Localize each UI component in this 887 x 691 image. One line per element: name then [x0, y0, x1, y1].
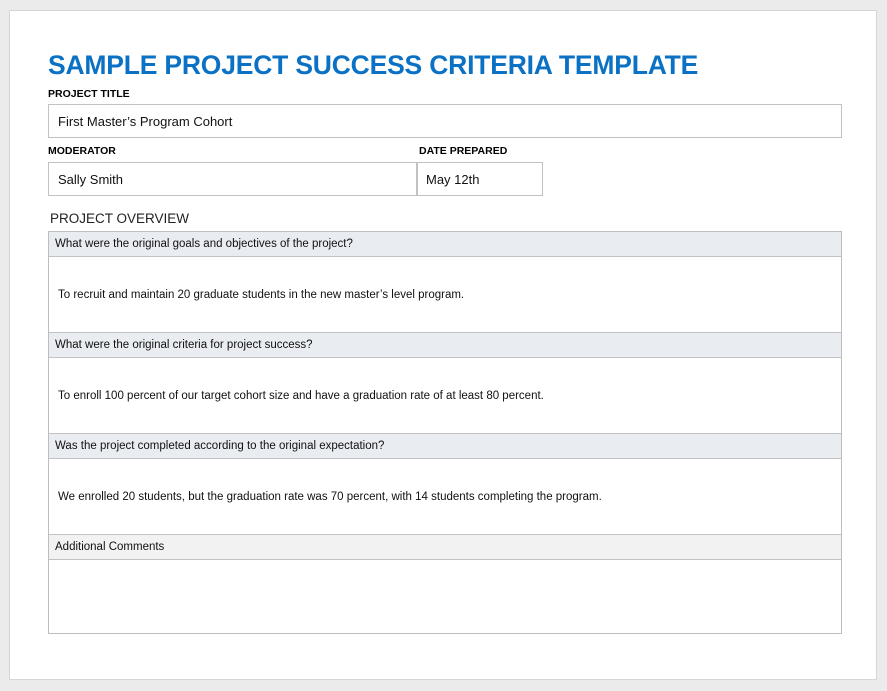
additional-comments-header: Additional Comments — [49, 535, 841, 560]
question-completion: Was the project completed according to t… — [49, 434, 841, 459]
project-overview-label: PROJECT OVERVIEW — [50, 211, 190, 226]
answer-criteria[interactable]: To enroll 100 percent of our target coho… — [49, 358, 841, 434]
page-title: SAMPLE PROJECT SUCCESS CRITERIA TEMPLATE — [48, 50, 699, 80]
question-criteria: What were the original criteria for proj… — [49, 333, 841, 358]
date-prepared-field[interactable]: May 12th — [416, 162, 543, 196]
project-title-field[interactable]: First Master’s Program Cohort — [48, 104, 842, 138]
answer-goals[interactable]: To recruit and maintain 20 graduate stud… — [49, 257, 841, 333]
project-title-label: PROJECT TITLE — [48, 88, 130, 100]
question-goals: What were the original goals and objecti… — [49, 232, 841, 257]
answer-completion[interactable]: We enrolled 20 students, but the graduat… — [49, 459, 841, 535]
additional-comments-field[interactable] — [49, 560, 841, 633]
date-prepared-label: DATE PREPARED — [419, 145, 508, 157]
project-overview-table: What were the original goals and objecti… — [48, 231, 842, 634]
moderator-field[interactable]: Sally Smith — [48, 162, 418, 196]
moderator-label: MODERATOR — [48, 145, 116, 157]
